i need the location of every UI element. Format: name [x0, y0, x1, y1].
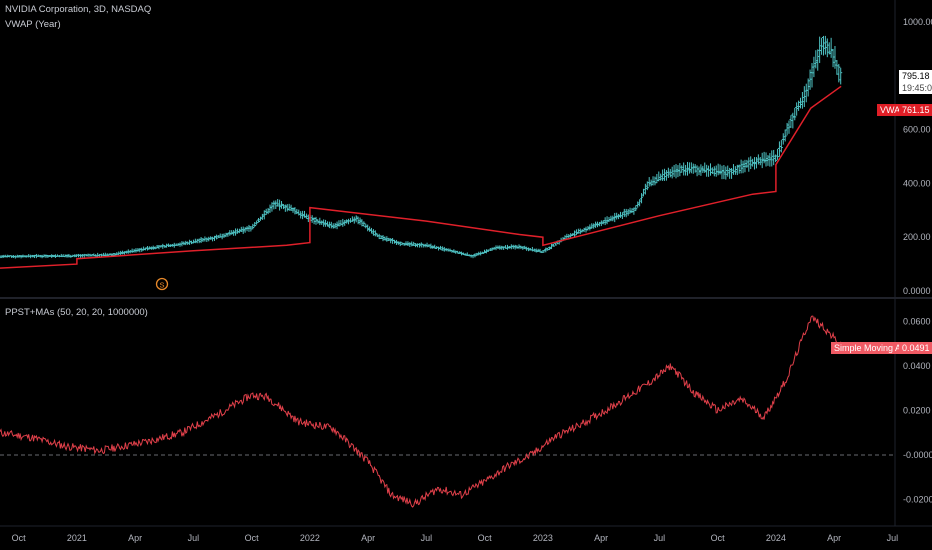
event-marker-circle[interactable] — [155, 277, 169, 291]
price-tick-label: 1000.00 — [903, 17, 932, 27]
oscillator-tick-label: -0.0200 — [903, 495, 932, 505]
oscillator-legend[interactable]: PPST+MAs (50, 20, 20, 1000000) — [5, 307, 148, 318]
time-axis[interactable]: Oct 2021 Apr Jul Oct 2022 Apr Jul Oct 2023 Apr Jul O… — [12, 533, 932, 543]
time-tick-label: Apr — [594, 533, 608, 543]
time-tick-label: Apr — [361, 533, 375, 543]
price-candles — [0, 35, 843, 259]
vwap-legend[interactable]: VWAP (Year) — [5, 19, 61, 30]
oscillator-tick-label: 0.0200 — [903, 406, 931, 416]
oscillator-tick-label: -0.0000 — [903, 450, 932, 460]
time-tick-label: Apr — [827, 533, 841, 543]
time-tick-label: 2023 — [533, 533, 553, 543]
time-tick-label: Jul — [654, 533, 666, 543]
bar-countdown-tag: 19:45:07 — [899, 82, 932, 94]
price-tick-label: 600.00 — [903, 125, 931, 135]
price-tick-label: 200.00 — [903, 232, 931, 242]
oscillator-line — [0, 315, 842, 508]
price-tick-label: 400.00 — [903, 178, 931, 188]
time-tick-label: Oct — [711, 533, 726, 543]
time-tick-label: Oct — [245, 533, 260, 543]
symbol-legend[interactable]: NVIDIA Corporation, 3D, NASDAQ — [5, 4, 152, 15]
current-price-tag: 795.18 — [899, 70, 932, 82]
oscillator-tick-label: 0.0600 — [903, 317, 931, 327]
time-tick-label: 2021 — [67, 533, 87, 543]
time-tick-label: Jul — [421, 533, 433, 543]
event-marker-label: S — [159, 280, 164, 289]
time-tick-label: Oct — [12, 533, 27, 543]
time-tick-label: 2022 — [300, 533, 320, 543]
sma-value-tag: 0.0491 — [899, 342, 932, 354]
time-tick-label: Apr — [128, 533, 142, 543]
vwap-series — [0, 85, 842, 269]
time-tick-label: Jul — [887, 533, 899, 543]
oscillator-axis[interactable]: 0.0600 0.0400 0.0200 -0.0000 -0.0200 — [903, 317, 932, 505]
price-tick-label: 0.0000 — [903, 286, 931, 296]
oscillator-tick-label: 0.0400 — [903, 361, 931, 371]
vwap-value-tag: 761.15 — [899, 104, 932, 116]
oscillator-series — [0, 315, 842, 508]
time-tick-label: Jul — [188, 533, 200, 543]
time-tick-label: 2024 — [766, 533, 786, 543]
vwap-line — [0, 85, 842, 269]
time-tick-label: Oct — [478, 533, 493, 543]
